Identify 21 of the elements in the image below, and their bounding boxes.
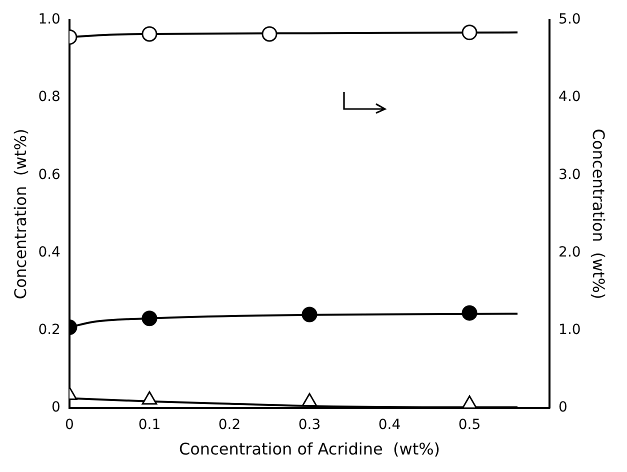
- x-tick-label: 0: [65, 417, 74, 434]
- x-tick-label: 0.5: [458, 417, 481, 434]
- y2-tick-label: 5.0: [558, 12, 581, 28]
- y2-axis-title: Concentration (wt%): [589, 128, 608, 300]
- y-tick-label: 0.2: [38, 322, 60, 338]
- y-tick-label: 1.0: [38, 12, 60, 28]
- y-tick-label: 0.8: [38, 89, 60, 106]
- y-tick-label: 0.4: [38, 244, 61, 260]
- y2-tick-label: 4.0: [558, 89, 581, 106]
- x-axis-title: Concentration of Acridine (wt%): [178, 440, 440, 459]
- x-tick-label: 0.4: [378, 417, 401, 434]
- y-tick-label: 0: [52, 400, 60, 416]
- x-tick-label: 0.1: [138, 417, 161, 434]
- y-axis-title: Concentration (wt%): [10, 128, 30, 300]
- y2-tick-label: 3.0: [558, 166, 581, 183]
- y2-tick-label: 1.0: [558, 322, 581, 338]
- y2-tick-label: 2.0: [558, 244, 581, 260]
- x-tick-label: 0.3: [298, 417, 321, 434]
- y2-tick-label: 0: [558, 400, 568, 416]
- x-tick-label: 0.2: [218, 417, 241, 434]
- y-tick-label: 0.6: [38, 166, 61, 183]
